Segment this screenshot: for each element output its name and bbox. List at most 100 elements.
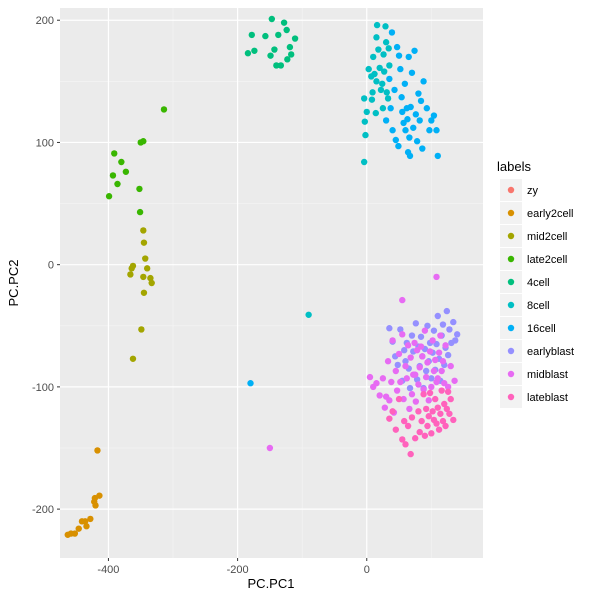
data-point-midblast <box>432 356 439 364</box>
data-point-8cell <box>383 89 390 96</box>
legend-swatch-16cell <box>507 324 515 332</box>
data-point-midblast <box>419 353 426 360</box>
data-point-8cell <box>377 86 385 94</box>
data-point-16cell <box>413 138 421 145</box>
data-point-earlyblast <box>452 337 459 344</box>
data-point-lateblast <box>416 428 423 436</box>
data-point-midblast <box>442 342 449 349</box>
legend-label-earlyblast: earlyblast <box>527 346 574 358</box>
data-point-16cell <box>428 117 435 124</box>
legend-label-lateblast: lateblast <box>527 392 568 404</box>
data-point-8cell <box>379 105 387 112</box>
legend-swatch-mid2cell <box>507 232 515 240</box>
data-point-lateblast <box>450 416 457 424</box>
data-point-midblast <box>417 343 425 350</box>
data-point-earlyblast <box>413 376 421 383</box>
legend-swatch-late2cell <box>507 255 515 263</box>
data-point-midblast <box>422 373 430 381</box>
data-point-16cell <box>399 108 406 116</box>
data-point-earlyblast <box>406 384 414 392</box>
data-point-4cell <box>284 56 291 63</box>
data-point-late2cell <box>105 193 113 200</box>
data-point-16cell <box>397 65 404 73</box>
data-point-midblast <box>392 367 400 375</box>
legend-label-midblast: midblast <box>527 369 568 381</box>
data-point-midblast <box>420 386 427 393</box>
data-point-early2cell <box>75 525 82 532</box>
data-point-late2cell <box>140 138 147 145</box>
data-point-16cell <box>420 78 427 85</box>
data-point-16cell <box>426 127 433 134</box>
legend-swatch-zy <box>507 186 515 194</box>
data-point-lateblast <box>392 426 400 433</box>
data-point-earlyblast <box>408 332 416 339</box>
data-point-16cell <box>417 97 425 105</box>
data-point-midblast <box>437 332 444 339</box>
data-point-16cell <box>408 69 416 76</box>
x-tick-label: 0 <box>364 564 370 576</box>
data-point-lateblast <box>386 415 393 422</box>
data-point-midblast <box>404 342 412 349</box>
data-point-early2cell <box>81 518 89 525</box>
data-point-8cell <box>365 65 372 73</box>
data-point-16cell <box>415 90 422 97</box>
data-point-lateblast <box>438 387 445 394</box>
legend-label-8cell: 8cell <box>527 300 550 312</box>
data-point-earlyblast <box>401 347 408 354</box>
data-point-mid2cell <box>129 355 137 362</box>
data-point-lateblast <box>404 422 412 430</box>
data-point-lateblast <box>443 405 451 413</box>
data-point-mid2cell <box>127 271 134 278</box>
data-point-midblast <box>366 373 374 381</box>
data-point-early2cell <box>94 447 101 454</box>
legend-label-mid2cell: mid2cell <box>527 231 567 243</box>
data-point-lateblast <box>418 417 425 425</box>
data-point-midblast <box>425 397 432 404</box>
legend-label-late2cell: late2cell <box>527 254 567 266</box>
data-point-8cell <box>380 68 388 75</box>
data-point-lateblast <box>389 408 396 415</box>
data-point-earlyblast <box>444 351 452 359</box>
data-point-8cell <box>376 64 383 72</box>
data-point-8cell <box>360 95 368 102</box>
data-point-earlyblast <box>453 331 461 338</box>
x-axis-title: PC.PC1 <box>248 576 295 591</box>
data-point-4cell <box>248 31 256 39</box>
data-point-midblast <box>411 339 418 347</box>
data-point-midblast <box>379 375 387 382</box>
panel-background <box>60 8 483 558</box>
data-point-mid2cell <box>128 265 135 272</box>
data-point-4cell <box>280 19 288 26</box>
data-point-mid2cell <box>143 265 151 272</box>
data-point-lateblast <box>444 388 452 395</box>
data-point-16cell <box>391 86 398 94</box>
data-point-8cell <box>373 78 380 85</box>
data-point-midblast <box>397 378 404 386</box>
x-tick-label: -400 <box>97 564 119 576</box>
data-point-earlyblast <box>397 326 404 333</box>
data-point-midblast <box>407 354 414 361</box>
data-point-16cell <box>404 116 411 123</box>
data-point-16cell <box>395 142 402 150</box>
data-point-lateblast <box>429 408 436 415</box>
data-point-midblast <box>444 383 452 391</box>
data-point-earlyblast <box>428 375 435 382</box>
data-point-midblast <box>428 383 435 391</box>
data-point-16cell <box>407 103 414 111</box>
data-point-midblast <box>393 387 401 394</box>
data-point-midblast <box>434 375 441 382</box>
data-point-8cell <box>360 158 368 166</box>
data-point-midblast <box>388 378 395 386</box>
data-point-8cell <box>385 45 392 52</box>
data-point-lateblast <box>411 435 419 442</box>
data-point-midblast <box>395 350 403 358</box>
data-point-8cell <box>379 80 386 87</box>
data-point-8cell <box>370 53 377 61</box>
data-point-16cell <box>410 124 417 131</box>
data-point-mid2cell <box>148 279 155 287</box>
data-point-late2cell <box>109 172 117 179</box>
data-point-midblast <box>266 444 274 452</box>
data-point-midblast <box>435 349 443 356</box>
data-point-lateblast <box>433 420 440 427</box>
